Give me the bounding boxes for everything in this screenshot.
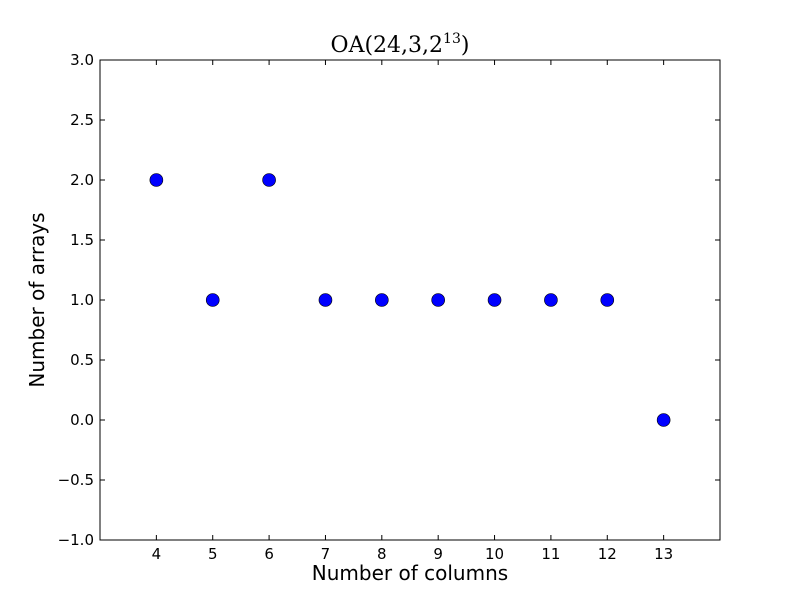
y-tick-label: 1.0 bbox=[70, 291, 94, 309]
chart-title-close: ) bbox=[461, 33, 470, 58]
x-axis-label: Number of columns bbox=[312, 561, 508, 585]
y-tick-label: 0.5 bbox=[70, 351, 94, 369]
x-tick-label: 10 bbox=[485, 545, 504, 563]
data-point bbox=[318, 293, 333, 307]
data-point bbox=[487, 293, 502, 307]
x-tick-label: 4 bbox=[152, 545, 162, 563]
data-point bbox=[656, 413, 671, 427]
data-points bbox=[149, 173, 671, 427]
y-tick-label: 1.5 bbox=[70, 231, 94, 249]
chart-title-superscript: 13 bbox=[443, 31, 461, 47]
y-axis-label: Number of arrays bbox=[25, 212, 49, 387]
y-tick-label: 2.0 bbox=[70, 171, 94, 189]
x-tick-label: 11 bbox=[541, 545, 560, 563]
data-point bbox=[431, 293, 445, 307]
data-point bbox=[544, 293, 558, 307]
axis-ticks: 4 5 6 7 8 9 10 11 12 13 −1.0 −0.5 0.0 0.5 1.0 1.5 2.0 2.5… bbox=[58, 51, 720, 563]
data-point bbox=[149, 173, 164, 187]
x-tick-label: 7 bbox=[321, 545, 331, 563]
x-tick-label: 12 bbox=[598, 545, 617, 563]
x-tick-label: 8 bbox=[377, 545, 387, 563]
data-point bbox=[600, 293, 615, 307]
y-tick-label: 0.0 bbox=[70, 411, 94, 429]
data-point bbox=[375, 293, 389, 307]
y-tick-label: 2.5 bbox=[70, 111, 94, 129]
chart-title-main: OA(24,3,2 bbox=[331, 33, 443, 58]
data-point bbox=[262, 173, 276, 187]
x-tick-label: 5 bbox=[208, 545, 218, 563]
x-tick-label: 13 bbox=[654, 545, 673, 563]
y-tick-label: −1.0 bbox=[58, 531, 94, 549]
y-tick-label: −0.5 bbox=[58, 471, 94, 489]
y-tick-label: 3.0 bbox=[70, 51, 94, 69]
x-tick-label: 6 bbox=[264, 545, 274, 563]
data-point bbox=[205, 293, 220, 307]
x-tick-label: 9 bbox=[433, 545, 443, 563]
chart-title: OA(24,3,213) bbox=[331, 31, 470, 58]
plot-area bbox=[99, 59, 721, 541]
